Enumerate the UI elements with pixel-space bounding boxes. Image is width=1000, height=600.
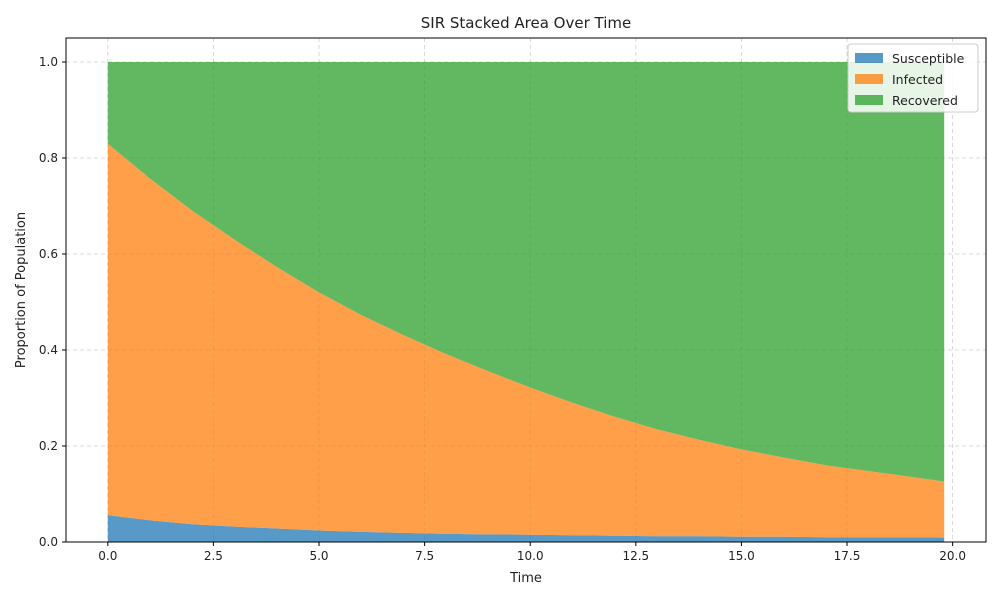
x-tick-label: 12.5 bbox=[622, 549, 649, 563]
x-tick-label: 10.0 bbox=[517, 549, 544, 563]
legend-label-recovered: Recovered bbox=[892, 93, 958, 108]
area-recovered bbox=[107, 62, 945, 482]
chart-title: SIR Stacked Area Over Time bbox=[421, 14, 632, 32]
plot-frame bbox=[65, 37, 987, 543]
legend-swatch-recovered bbox=[855, 95, 883, 105]
x-tick-label: 7.5 bbox=[415, 549, 434, 563]
x-axis-label: Time bbox=[509, 571, 542, 586]
y-tick-label: 0.8 bbox=[39, 151, 58, 165]
y-tick-label: 0.6 bbox=[39, 247, 58, 261]
stacked-areas bbox=[107, 62, 945, 542]
x-tick-label: 0.0 bbox=[98, 549, 117, 563]
y-tick-label: 0.2 bbox=[39, 439, 58, 453]
x-tick-label: 20.0 bbox=[939, 549, 966, 563]
x-tick-label: 15.0 bbox=[728, 549, 755, 563]
legend-label-susceptible: Susceptible bbox=[892, 51, 965, 66]
legend-swatch-infected bbox=[855, 74, 883, 84]
y-tick-label: 0.0 bbox=[39, 535, 58, 549]
y-tick-label: 0.4 bbox=[39, 343, 58, 357]
x-tick-label: 5.0 bbox=[309, 549, 328, 563]
legend: Susceptible Infected Recovered bbox=[847, 43, 979, 113]
x-tick-label: 2.5 bbox=[204, 549, 223, 563]
y-tick-label: 1.0 bbox=[39, 55, 58, 69]
area-infected bbox=[107, 143, 945, 538]
axis-ticks: 0.0 2.5 5.0 7.5 10.0 12.5 15.0 17.5 20.0 0.0 0.2 0.… bbox=[39, 55, 966, 563]
legend-swatch-susceptible bbox=[855, 53, 883, 63]
legend-label-infected: Infected bbox=[892, 72, 943, 87]
x-tick-label: 17.5 bbox=[834, 549, 861, 563]
y-axis-label: Proportion of Population bbox=[14, 212, 29, 368]
area-susceptible bbox=[107, 515, 945, 542]
